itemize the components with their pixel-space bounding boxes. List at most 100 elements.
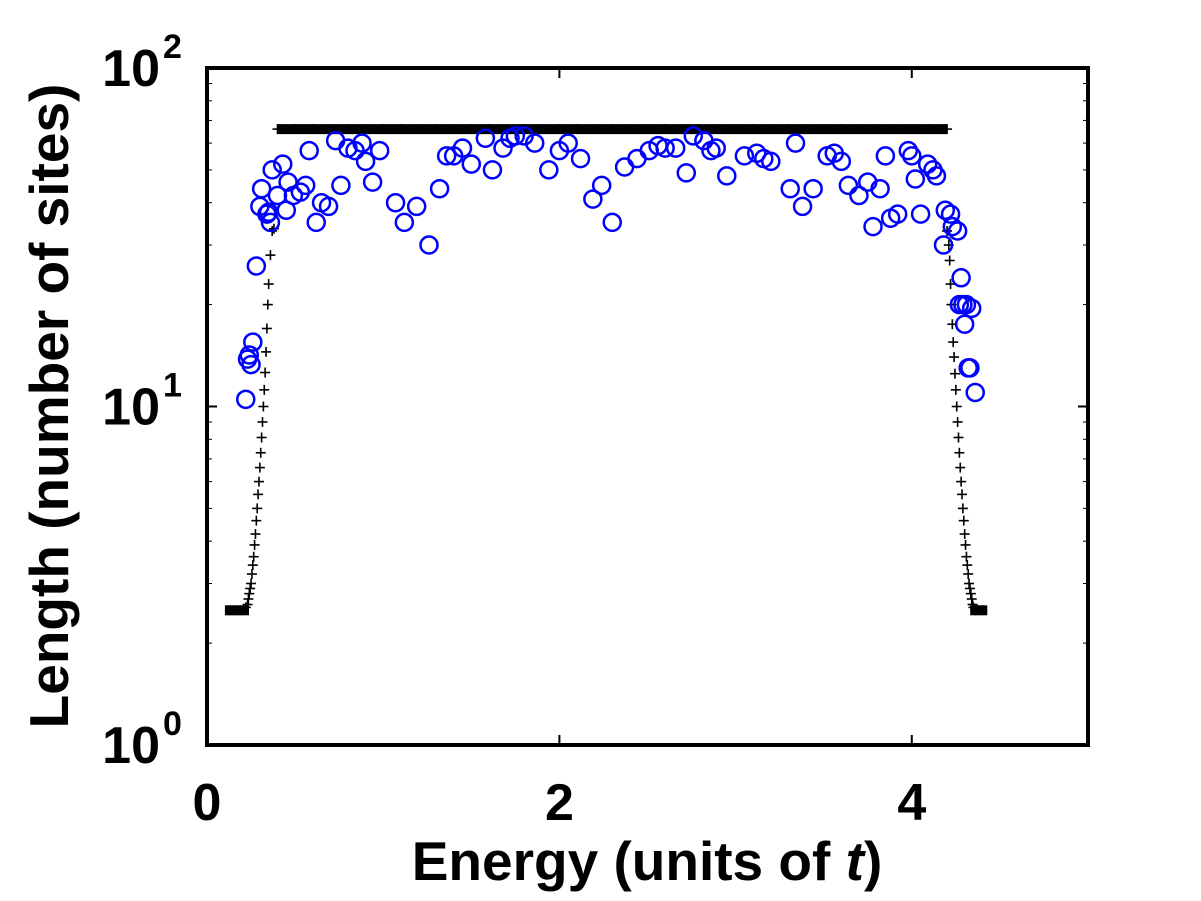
plus-marker [249,539,260,550]
plus-marker [957,489,968,500]
circle-marker [352,133,372,153]
plus-marker [258,401,269,412]
plus-marker [261,323,272,334]
plus-marker [255,447,266,458]
plus-marker [252,503,263,514]
circle-marker [251,178,272,199]
x-axis-label-suffix: ) [864,830,882,892]
plus-marker [962,560,973,571]
circle-marker [262,160,282,180]
circle-marker [961,298,982,319]
plus-marker [952,416,963,427]
circle-marker [505,126,526,146]
circle-marker [792,196,813,217]
plus-marker [244,588,255,599]
circle-marker [942,216,963,237]
circle-marker [734,146,755,166]
circle-marker [676,163,697,183]
x-tick-label: 2 [545,774,574,832]
circle-marker [706,138,726,158]
plus-marker [243,593,254,604]
circle-marker [539,160,559,180]
circle-marker [591,175,612,196]
x-axis-label-variable: t [846,830,867,892]
circle-marker [362,172,383,192]
plus-marker [263,279,274,290]
plus-marker [259,384,270,395]
circle-marker [870,178,890,199]
circle-marker [355,151,376,172]
plus-marker [246,578,257,589]
circle-marker [761,151,781,172]
circle-marker [849,185,869,206]
circle-marker [655,138,675,158]
plus-marker [949,352,960,363]
x-tick-label: 4 [897,774,926,832]
circle-marker [429,178,450,199]
y-tick-label-exponent: 0 [163,705,182,743]
circle-marker [524,133,545,153]
circle-marker [780,178,800,199]
circle-marker [475,128,496,149]
circle-marker [683,126,704,146]
circle-marker [570,148,591,169]
plus-marker [957,503,968,514]
plus-marker [960,539,971,550]
x-axis-label: Energy (units of t) [412,830,883,892]
plus-marker [253,489,264,500]
circle-marker [419,235,439,255]
plus-marker [248,551,259,562]
circle-marker [452,138,473,158]
plot-frame [205,66,1090,747]
plus-marker [246,569,257,580]
circle-marker [236,389,256,410]
circle-marker [910,204,931,224]
circle-marker [482,160,503,180]
circle-marker [331,175,351,196]
plot-area-background [207,68,1088,745]
circle-marker [863,216,883,237]
circle-marker [558,133,578,153]
circle-marker [935,200,956,220]
circle-marker [493,138,513,158]
plus-marker [955,462,966,473]
circle-marker [803,178,823,199]
plus-marker [247,560,258,571]
plus-marker [245,583,256,594]
circle-marker [831,151,852,172]
y-tick-label: 10 [102,40,160,98]
circle-marker [602,212,623,233]
plus-marker [949,368,960,379]
plus-marker [261,346,272,357]
circle-marker [933,235,954,255]
circle-marker [243,332,263,352]
y-tick-label-exponent: 2 [163,28,182,66]
circle-marker [306,212,326,233]
plus-marker [964,578,975,589]
circle-marker [838,175,859,196]
circle-marker [965,382,985,403]
circle-marker [318,196,339,217]
circle-marker [385,192,406,213]
circle-marker [260,212,281,233]
plus-marker [944,255,955,266]
plus-marker [253,476,264,487]
y-axis-label: Length (number of sites) [18,84,80,729]
low-cluster-left [224,605,250,616]
plus-marker [260,367,271,378]
circle-marker [461,154,482,174]
y-tick-label: 10 [102,717,160,775]
circle-marker [406,196,427,217]
plus-marker [262,299,273,310]
circle-marker [436,146,457,166]
circle-marker [246,256,267,276]
circle-marker [875,146,896,166]
circle-marker [905,169,926,189]
circle-marker [369,140,390,161]
y-tick-label-exponent: 1 [163,367,182,405]
circle-marker [273,154,293,174]
y-tick-label: 10 [102,379,160,437]
circle-marker [241,354,261,375]
circle-marker [898,140,919,161]
